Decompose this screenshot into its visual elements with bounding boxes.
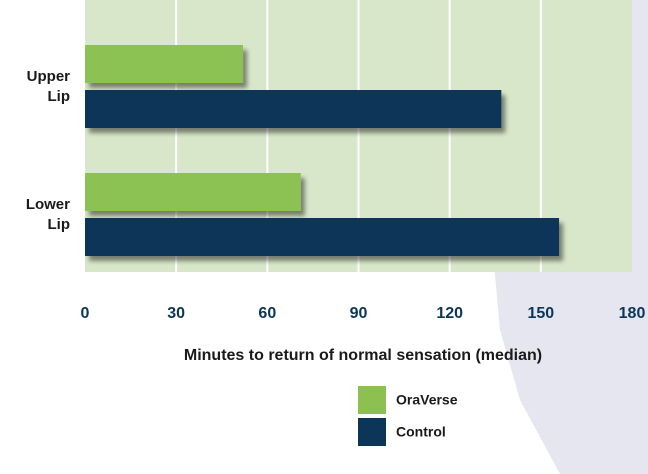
x-tick-label: 90 xyxy=(350,305,368,322)
x-tick-label: 0 xyxy=(81,305,90,322)
bar xyxy=(85,90,502,128)
bar xyxy=(85,173,301,211)
legend-swatch xyxy=(358,386,386,414)
bar xyxy=(85,218,560,256)
x-tick-label: 30 xyxy=(167,305,185,322)
legend-swatch xyxy=(358,418,386,446)
legend-label: OraVerse xyxy=(396,392,458,408)
category-label: Upper Lip xyxy=(26,67,70,105)
bar xyxy=(85,45,244,83)
legend-label: Control xyxy=(396,424,446,440)
x-tick-label: 120 xyxy=(436,305,463,322)
x-tick-label: 150 xyxy=(527,305,554,322)
category-label: Lower Lip xyxy=(25,195,70,233)
x-tick-label: 60 xyxy=(258,305,276,322)
x-axis-title: Minutes to return of normal sensation (m… xyxy=(184,347,542,364)
x-tick-label: 180 xyxy=(619,305,646,322)
